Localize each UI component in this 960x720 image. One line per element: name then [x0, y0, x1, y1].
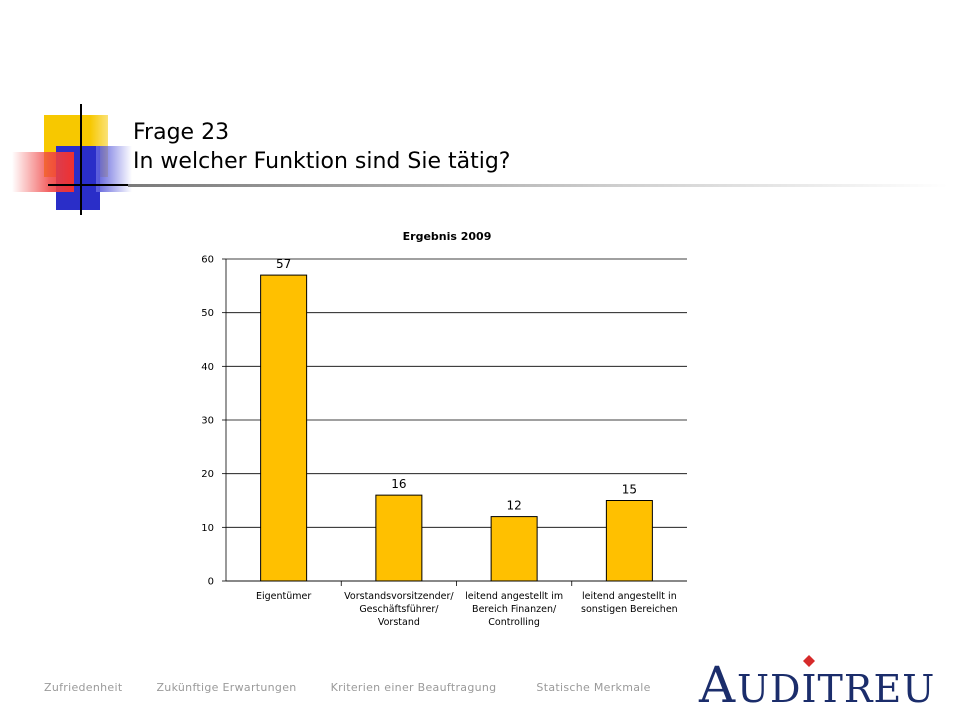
auditreu-logo: A UDITREU — [698, 655, 935, 712]
decor-vertical-line — [80, 104, 82, 215]
footer-nav-item[interactable]: Zukünftige Erwartungen — [156, 681, 297, 694]
y-tick-label: 60 — [201, 255, 214, 266]
footer-nav: Zufriedenheit Zukünftige Erwartungen Krite… — [44, 681, 651, 694]
footer-nav-item[interactable]: Statische Merkmale — [536, 681, 651, 694]
slide-title: Frage 23 In welcher Funktion sind Sie tä… — [133, 118, 510, 176]
y-tick-label: 30 — [201, 416, 214, 427]
footer-nav-item[interactable]: Zufriedenheit — [44, 681, 123, 694]
bar — [375, 494, 423, 582]
y-tick-label: 50 — [201, 308, 214, 319]
data-label: 16 — [391, 477, 406, 491]
data-label: 57 — [276, 257, 291, 271]
x-tick-label: leitend angestellt in sonstigen Bereiche… — [581, 591, 678, 615]
bar — [605, 500, 653, 582]
x-tick-label: Vorstandsvorsitzender/ Geschäftsführer/ … — [344, 591, 454, 628]
footer-nav-item[interactable]: Kriterien einer Beauftragung — [330, 681, 497, 694]
data-label: 15 — [622, 483, 637, 497]
chart-title: Ergebnis 2009 — [403, 230, 492, 243]
y-tick-label: 20 — [201, 469, 214, 480]
bar-layer: 57 16 12 15 — [260, 257, 653, 582]
slide-title-line-1: Frage 23 — [133, 120, 230, 145]
bar — [490, 516, 538, 582]
logo-diamond-icon — [803, 655, 815, 667]
x-tick-label: leitend angestellt im Bereich Finanzen/ … — [465, 591, 564, 628]
x-tick-label: Eigentümer — [255, 591, 312, 602]
title-underline — [128, 184, 948, 187]
logo-wordmark: UDITREU — [737, 667, 935, 711]
y-tick-label: 0 — [208, 577, 214, 588]
y-tick-label: 10 — [201, 523, 214, 534]
slide-title-line-2: In welcher Funktion sind Sie tätig? — [133, 149, 511, 174]
decor-horizontal-line — [48, 184, 142, 186]
logo-initial: A — [698, 656, 736, 712]
y-tick-label: 40 — [201, 362, 214, 373]
data-label: 12 — [506, 499, 521, 513]
bar — [260, 274, 308, 582]
axis-layer: 0 10 20 30 40 50 60 — [201, 255, 687, 588]
